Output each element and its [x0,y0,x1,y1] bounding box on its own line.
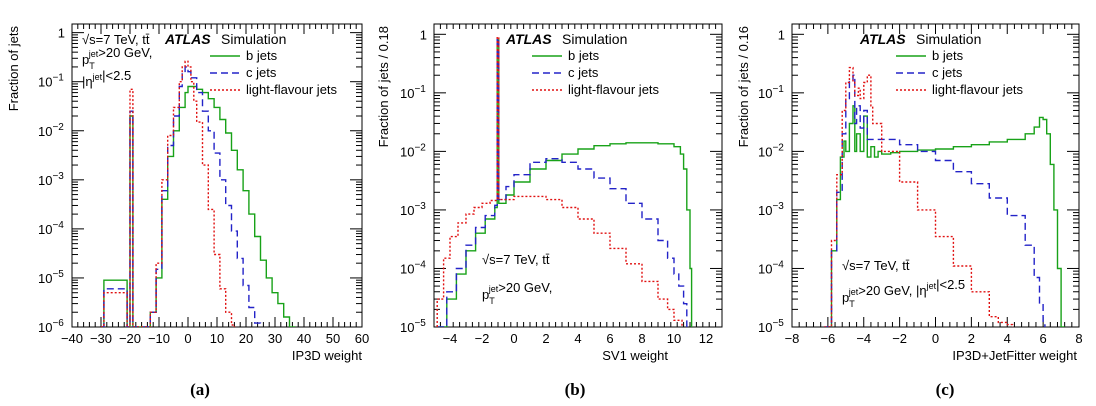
y-tick-label: 10−3 [400,201,426,218]
x-tick-label: −4 [856,331,871,346]
eta-cut-annotation: |ηjet|<2.5 [82,68,131,89]
series-line-b-jets [826,105,1065,327]
x-tick-label: 0 [932,331,939,346]
y-tick-label: 10−4 [38,220,64,237]
y-tick-label: 10−2 [758,142,784,159]
legend-label-b-jets: b jets [246,48,278,63]
legend-label-light-flavour-jets: light-flavour jets [246,82,338,97]
x-axis-label: IP3D weight [292,348,362,363]
series-line-b-jets [101,85,296,327]
series-line-c-jets [437,37,688,327]
series-line-c-jets [101,66,262,327]
y-tick-label: 10−3 [758,201,784,218]
simulation-label: Simulation [221,31,286,47]
x-tick-label: −4 [443,331,458,346]
y-tick-label: 10−2 [400,142,426,159]
x-tick-label: 6 [606,331,613,346]
x-tick-label: 4 [574,331,581,346]
y-axis-label: Fraction of jets / 0.16 [736,26,751,147]
x-tick-label: 8 [638,331,645,346]
x-tick-label: 2 [542,331,549,346]
x-tick-label: −20 [119,331,141,346]
x-tick-label: −2 [892,331,907,346]
x-tick-label: 0 [510,331,517,346]
x-tick-label: 50 [326,331,340,346]
x-tick-label: −10 [148,331,170,346]
x-tick-label: 6 [1040,331,1047,346]
pt-cut-annotation: pTjet>20 GeV, |ηjet|<2.5 [842,277,965,309]
pt-cut-annotation: pTjet>20 GeV, [482,280,552,306]
x-tick-label: 10 [667,331,681,346]
series-line-light-flavour-jets [824,66,1014,327]
y-tick-label: 10−3 [38,171,64,188]
x-tick-label: 0 [184,331,191,346]
series-line-b-jets [437,39,693,327]
x-tick-label: 4 [1004,331,1011,346]
legend-label-c-jets: c jets [932,65,963,80]
x-tick-label: −6 [820,331,835,346]
y-tick-label: 10−5 [38,269,64,286]
y-tick-label: 1 [420,27,427,42]
atlas-label: ATLAS [164,31,211,47]
panel-label: (b) [565,380,586,399]
legend-label-light-flavour-jets: light-flavour jets [932,82,1024,97]
y-tick-label: 10−5 [758,318,784,335]
x-tick-label: 30 [268,331,282,346]
x-tick-label: 2 [968,331,975,346]
y-tick-label: 10−4 [400,259,426,276]
legend-label-light-flavour-jets: light-flavour jets [568,82,660,97]
plot-frame [433,23,723,328]
energy-annotation: √s=7 TeV, tt̄ [82,32,150,47]
panel-label: (a) [190,380,210,399]
y-tick-label: 1 [778,27,785,42]
x-tick-label: 60 [355,331,369,346]
energy-annotation: √s=7 TeV, tt̄ [482,252,550,267]
atlas-label: ATLAS [859,31,906,47]
legend-label-c-jets: c jets [246,65,277,80]
x-tick-label: −30 [90,331,112,346]
y-tick-label: 1 [58,26,65,41]
chart-panel-c: −8 −6 −4 −2 0 2 4 6 8 10−5 10−4 10−3 10−2 10−1 1 IP3D+J… [736,23,1083,399]
energy-annotation: √s=7 TeV, tt̄ [842,258,910,273]
x-tick-label: −40 [61,331,83,346]
panel-label: (c) [936,380,955,399]
y-axis-label: Fraction of jets / 0.18 [376,26,391,147]
chart-panel-a: −40 −30 −20 −10 0 10 20 30 40 50 6010−610−510−410−… [6,23,369,399]
y-tick-label: 10−2 [38,122,64,139]
x-tick-label: 20 [239,331,253,346]
y-tick-label: 10−1 [38,73,64,90]
y-tick-label: 10−1 [758,84,784,101]
legend-label-b-jets: b jets [932,48,964,63]
simulation-label: Simulation [562,31,627,47]
legend-label-c-jets: c jets [568,65,599,80]
x-tick-label: 8 [1075,331,1082,346]
chart-panel-b: −4 −2 0 2 4 6 8 10 12 10−5 10−4 10−3 10−2 10−1 1 SV1 we… [376,23,723,399]
x-tick-label: 12 [699,331,713,346]
x-tick-label: 40 [297,331,311,346]
legend-label-b-jets: b jets [568,48,600,63]
y-axis-label: Fraction of jets [6,26,21,112]
y-tick-label: 10−1 [400,84,426,101]
x-axis-label: IP3D+JetFitter weight [952,348,1077,363]
y-tick-label: 10−5 [400,318,426,335]
pt-cut-annotation: pTjet>20 GeV, [82,45,152,71]
series-line-light-flavour-jets [436,36,683,327]
x-tick-label: −2 [475,331,490,346]
atlas-label: ATLAS [505,31,552,47]
x-tick-label: 10 [210,331,224,346]
x-tick-label: −8 [785,331,800,346]
simulation-label: Simulation [916,31,981,47]
x-axis-label: SV1 weight [602,348,668,363]
series-line-light-flavour-jets [101,60,236,327]
y-tick-label: 10−4 [758,259,784,276]
